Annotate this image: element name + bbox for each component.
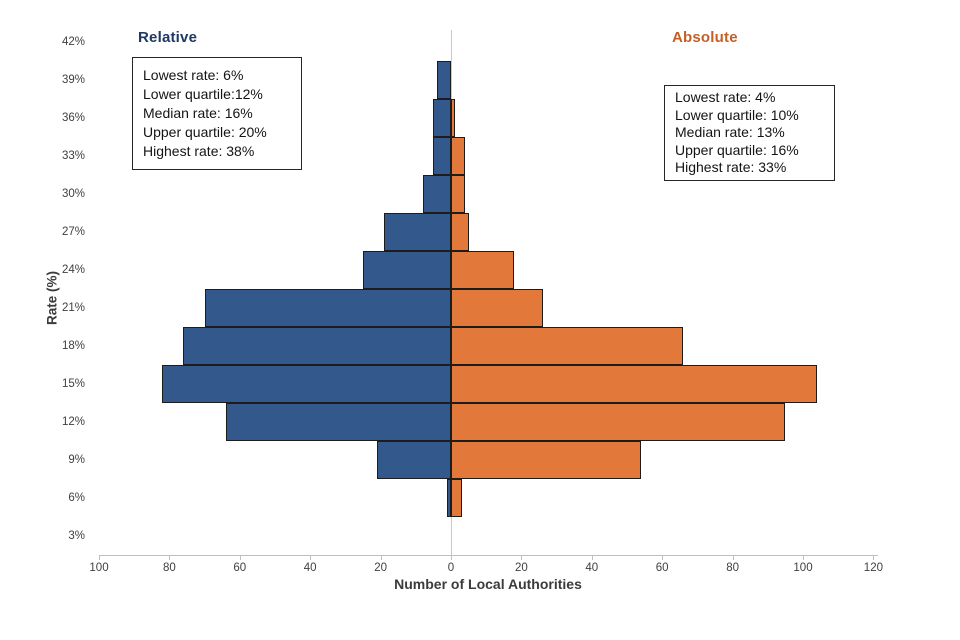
- x-tick-label: 80: [162, 562, 176, 574]
- bar-relative-bin-8: [162, 365, 451, 403]
- bar-absolute-bin-4: [451, 213, 469, 251]
- x-tick-mark: [99, 556, 100, 560]
- stat-line: Lowest rate: 6%: [143, 67, 244, 83]
- stat-line: Median rate: 13%: [675, 124, 785, 140]
- stat-line: Lower quartile:12%: [143, 86, 263, 102]
- bar-absolute-bin-11: [451, 479, 462, 517]
- x-tick-mark: [451, 556, 452, 560]
- bar-relative-bin-2: [433, 137, 451, 175]
- stat-line: Upper quartile: 16%: [675, 141, 799, 158]
- y-tick-label: 15%: [61, 378, 85, 390]
- bar-absolute-bin-10: [451, 441, 642, 479]
- relative-series-title: Relative: [138, 29, 198, 46]
- x-tick-mark: [662, 556, 664, 560]
- y-tick-label: 27%: [61, 226, 85, 238]
- x-tick-mark: [732, 556, 734, 560]
- x-axis-title: Number of Local Authorities: [394, 576, 582, 592]
- bar-absolute-bin-3: [451, 175, 466, 213]
- y-tick-label: 12%: [61, 416, 85, 428]
- bar-relative-bin-1: [433, 99, 451, 137]
- absolute-series-title: Absolute: [672, 29, 738, 46]
- x-tick-mark: [239, 556, 241, 560]
- bar-absolute-bin-7: [451, 327, 684, 365]
- y-tick-label: 39%: [61, 74, 85, 86]
- bar-absolute-bin-1: [451, 99, 455, 137]
- x-tick-label: 20: [514, 562, 528, 574]
- bar-relative-bin-0: [436, 61, 451, 99]
- y-tick-label: 3%: [68, 530, 85, 542]
- x-tick-label: 40: [303, 562, 317, 574]
- bar-absolute-bin-5: [451, 251, 515, 289]
- stat-line: Upper quartile: 20%: [143, 124, 267, 140]
- bar-relative-bin-4: [384, 213, 451, 251]
- stat-line: Lower quartile: 10%: [675, 106, 799, 123]
- bar-relative-bin-10: [377, 441, 451, 479]
- x-tick-mark: [169, 556, 171, 560]
- bar-absolute-bin-6: [451, 289, 543, 327]
- x-tick-label: 80: [726, 562, 739, 574]
- x-tick-label: 100: [89, 562, 109, 574]
- bar-relative-bin-11: [447, 479, 451, 517]
- bar-absolute-bin-8: [451, 365, 818, 403]
- y-tick-label: 6%: [68, 492, 85, 504]
- x-tick-label: 0: [447, 562, 455, 574]
- x-tick-label: 120: [863, 562, 883, 574]
- absolute-stats-box: Lowest rate: 4% Lower quartile: 10% Medi…: [664, 85, 835, 181]
- x-tick-mark: [873, 556, 875, 560]
- x-tick-label: 20: [374, 562, 387, 574]
- x-tick-mark: [521, 556, 523, 560]
- bar-relative-bin-6: [204, 289, 451, 327]
- stat-line: Highest rate: 33%: [675, 159, 787, 175]
- stat-line: Highest rate: 38%: [143, 143, 255, 159]
- x-tick-label: 40: [585, 562, 599, 574]
- x-tick-label: 60: [655, 562, 669, 574]
- x-tick-mark: [380, 556, 382, 560]
- x-tick-label: 100: [793, 562, 813, 574]
- y-tick-label: 30%: [61, 188, 85, 200]
- bar-absolute-bin-9: [451, 403, 786, 441]
- x-axis-line: [99, 555, 878, 556]
- y-tick-label: 36%: [61, 112, 85, 124]
- y-axis-title: Rate (%): [44, 271, 60, 326]
- bar-relative-bin-5: [363, 251, 451, 289]
- stat-line: Lowest rate: 4%: [675, 89, 776, 105]
- x-tick-label: 60: [233, 562, 247, 574]
- y-tick-label: 9%: [68, 454, 85, 466]
- bar-relative-bin-3: [422, 175, 451, 213]
- bar-relative-bin-9: [225, 403, 451, 441]
- y-tick-label: 18%: [61, 340, 85, 352]
- y-tick-label: 21%: [61, 302, 85, 314]
- y-tick-label: 42%: [61, 36, 85, 48]
- stat-line: Median rate: 16%: [143, 105, 253, 121]
- bar-absolute-bin-2: [451, 137, 466, 175]
- y-tick-label: 24%: [61, 264, 85, 276]
- x-tick-mark: [591, 556, 593, 560]
- x-tick-mark: [310, 556, 312, 560]
- relative-stats-box: Lowest rate: 6% Lower quartile:12% Media…: [132, 57, 302, 170]
- bar-relative-bin-7: [183, 327, 451, 365]
- x-tick-mark: [803, 556, 804, 560]
- y-tick-label: 33%: [61, 150, 85, 162]
